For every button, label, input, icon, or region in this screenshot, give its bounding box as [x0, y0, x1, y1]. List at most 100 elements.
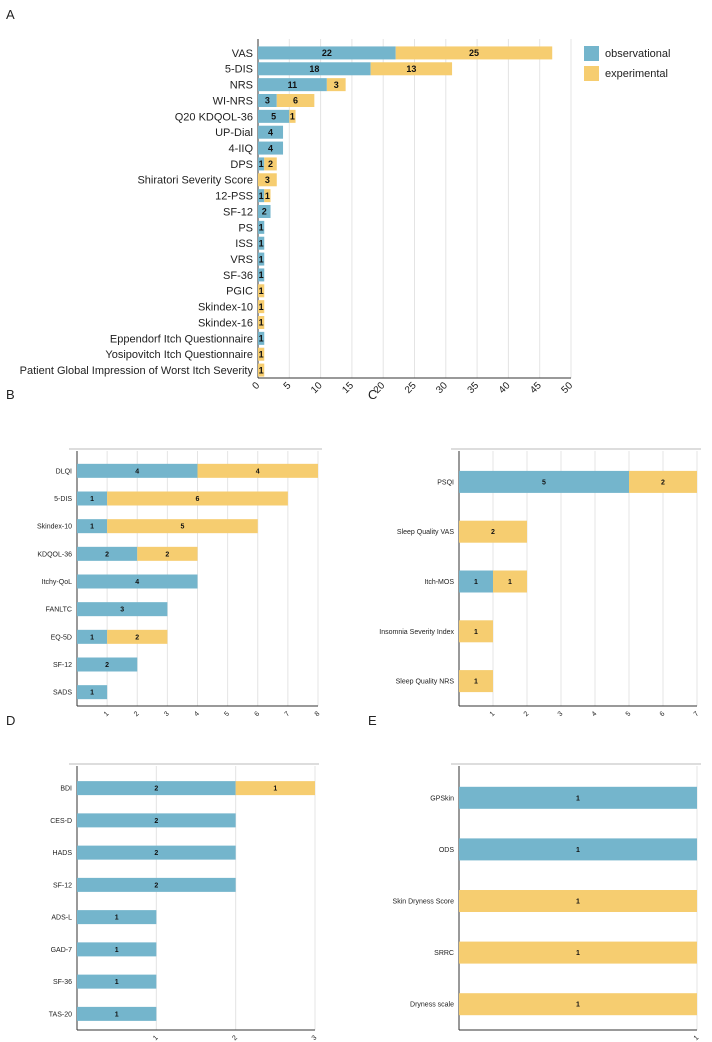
data-label-d-hads-observational: 2 — [154, 850, 158, 857]
chart-panel-e: 1 GPSkin 1 ODS 1 Skin Dryness Score 1 SRRC 1 Dryn… — [393, 763, 701, 1042]
category-label-a-q20-kdqol-36: Q20 KDQOL-36 — [175, 111, 253, 123]
panel-label-b: B — [6, 387, 15, 402]
bar-b-eq-5d-experimental — [107, 629, 168, 644]
category-label-a-ps: PS — [238, 222, 253, 234]
x-tick-label-a-15: 15 — [340, 380, 356, 396]
bar-a-sf-12-observational — [258, 205, 271, 218]
bar-c-itch-mos-experimental — [493, 570, 527, 593]
data-label-a-q20-kdqol-36-observational: 5 — [271, 112, 276, 122]
bar-a-ps-observational — [258, 220, 265, 234]
bar-a-pgic-experimental — [258, 284, 265, 298]
bar-b-dlqi-observational — [77, 463, 198, 478]
data-label-a-eppendorf-itch-questionnaire-observational: 1 — [259, 334, 264, 344]
bar-a-5-dis-experimental — [370, 62, 453, 76]
data-label-a-yosipovitch-itch-questionnaire-experimental: 1 — [259, 349, 264, 359]
data-label-a-iss-observational: 1 — [259, 238, 264, 248]
bar-a-yosipovitch-itch-questionnaire-experimental — [258, 347, 265, 361]
data-label-a-4-iiq-observational: 4 — [268, 143, 273, 153]
bar-d-sf-12-observational — [77, 877, 236, 892]
x-tick-label-e-1: 1 — [693, 1034, 701, 1042]
bar-b-eq-5d-observational — [77, 629, 108, 644]
category-label-a-pgic: PGIC — [226, 286, 253, 298]
category-label-d-ces-d: CES-D — [50, 818, 72, 825]
legend: observational experimental — [584, 46, 670, 81]
bar-d-sf-36-observational — [77, 974, 157, 989]
x-tick-label-c-3: 3 — [557, 710, 565, 718]
category-label-a-wi-nrs: WI-NRS — [213, 95, 253, 107]
category-label-d-sf-36: SF-36 — [53, 979, 72, 986]
category-label-a-eppendorf-itch-questionnaire: Eppendorf Itch Questionnaire — [110, 333, 253, 345]
data-label-b-skindex-10-experimental: 5 — [180, 524, 184, 531]
data-label-d-ads-l-observational: 1 — [115, 915, 119, 922]
category-label-a-sf-12: SF-12 — [223, 206, 253, 218]
x-tick-label-c-7: 7 — [693, 710, 701, 718]
data-label-d-bdi-experimental: 1 — [273, 786, 277, 793]
data-label-d-tas-20-observational: 1 — [115, 1011, 119, 1018]
data-label-b-5-dis-observational: 1 — [90, 496, 94, 503]
data-label-b-sads-observational: 1 — [90, 690, 94, 697]
data-label-c-itch-mos-observational: 1 — [474, 579, 478, 586]
category-label-a-vas: VAS — [232, 48, 253, 60]
data-label-c-sleep-quality-nrs-experimental: 1 — [474, 679, 478, 686]
data-label-a-up-dial-observational: 4 — [268, 127, 273, 137]
data-label-c-sleep-quality-vas-experimental: 2 — [491, 529, 495, 536]
category-label-a-iss: ISS — [235, 238, 253, 250]
bar-d-bdi-observational — [77, 781, 236, 796]
category-label-a-nrs: NRS — [230, 80, 253, 92]
legend-label-observational: observational — [605, 48, 670, 60]
data-label-e-dryness-scale-experimental: 1 — [576, 1002, 580, 1009]
bar-a-12-pss-experimental — [264, 189, 271, 203]
data-label-a-dps-experimental: 2 — [268, 159, 273, 169]
bar-a-q20-kdqol-36-observational — [258, 109, 290, 123]
data-label-c-psqi-experimental: 2 — [661, 479, 665, 486]
x-tick-label-b-2: 2 — [133, 710, 141, 718]
category-label-c-psqi: PSQI — [437, 479, 454, 486]
data-label-a-pgic-experimental: 1 — [259, 286, 264, 296]
bar-e-srrc-experimental — [459, 941, 697, 964]
data-label-d-gad-7-observational: 1 — [115, 947, 119, 954]
category-label-a-dps: DPS — [230, 159, 253, 171]
x-tick-label-c-4: 4 — [591, 710, 599, 718]
category-label-a-patient-global-impression-of-worst-itch-severity: Patient Global Impression of Worst Itch … — [20, 365, 254, 377]
data-label-c-insomnia-severity-index-experimental: 1 — [474, 629, 478, 636]
bar-a-12-pss-observational — [258, 189, 265, 203]
bar-c-itch-mos-observational — [459, 570, 493, 593]
data-label-b-eq-5d-observational: 1 — [90, 634, 94, 641]
category-label-a-4-iiq: 4-IIQ — [229, 143, 254, 155]
bar-b-kdqol-36-experimental — [137, 546, 198, 561]
category-label-d-bdi: BDI — [60, 786, 72, 793]
x-tick-label-b-1: 1 — [103, 710, 111, 718]
bar-c-psqi-observational — [459, 470, 629, 493]
bar-d-gad-7-observational — [77, 942, 157, 957]
x-tick-label-a-10: 10 — [309, 380, 325, 396]
bar-b-5-dis-experimental — [107, 491, 288, 506]
bar-a-q20-kdqol-36-experimental — [289, 109, 296, 123]
x-tick-label-a-35: 35 — [466, 380, 482, 396]
category-label-b-sads: SADS — [53, 690, 72, 697]
data-label-d-bdi-observational: 2 — [154, 786, 158, 793]
category-label-d-ads-l: ADS-L — [51, 915, 72, 922]
category-label-a-shiratori-severity-score: Shiratori Severity Score — [137, 175, 253, 187]
category-label-c-insomnia-severity-index: Insomnia Severity Index — [379, 629, 454, 636]
bar-d-bdi-experimental — [235, 781, 315, 796]
panel-label-a: A — [6, 7, 15, 22]
data-label-c-itch-mos-experimental: 1 — [508, 579, 512, 586]
category-label-c-sleep-quality-vas: Sleep Quality VAS — [397, 529, 454, 536]
bar-e-dryness-scale-experimental — [459, 993, 697, 1016]
category-label-a-skindex-16: Skindex-16 — [198, 317, 253, 329]
data-label-a-shiratori-severity-score-experimental: 3 — [265, 175, 270, 185]
data-label-a-5-dis-observational: 18 — [309, 64, 319, 74]
data-label-a-wi-nrs-experimental: 6 — [293, 96, 298, 106]
chart-panel-d: 1 2 3 BDI 2 1 CES-D 2 HADS 2 SF-12 2 ADS-L 1 GAD-7 1 SF-… — [49, 763, 319, 1042]
category-label-b-dlqi: DLQI — [56, 468, 72, 475]
data-label-a-skindex-10-experimental: 1 — [259, 302, 264, 312]
category-label-b-itchy-qol: Itchy-QoL — [42, 579, 72, 586]
x-tick-label-d-3: 3 — [311, 1034, 319, 1042]
data-label-e-ods-observational: 1 — [576, 847, 580, 854]
data-label-a-dps-observational: 1 — [259, 159, 264, 169]
data-label-d-sf-12-observational: 2 — [154, 882, 158, 889]
bar-b-itchy-qol-observational — [77, 574, 198, 589]
category-label-d-hads: HADS — [53, 850, 73, 857]
bar-d-ads-l-observational — [77, 910, 157, 925]
